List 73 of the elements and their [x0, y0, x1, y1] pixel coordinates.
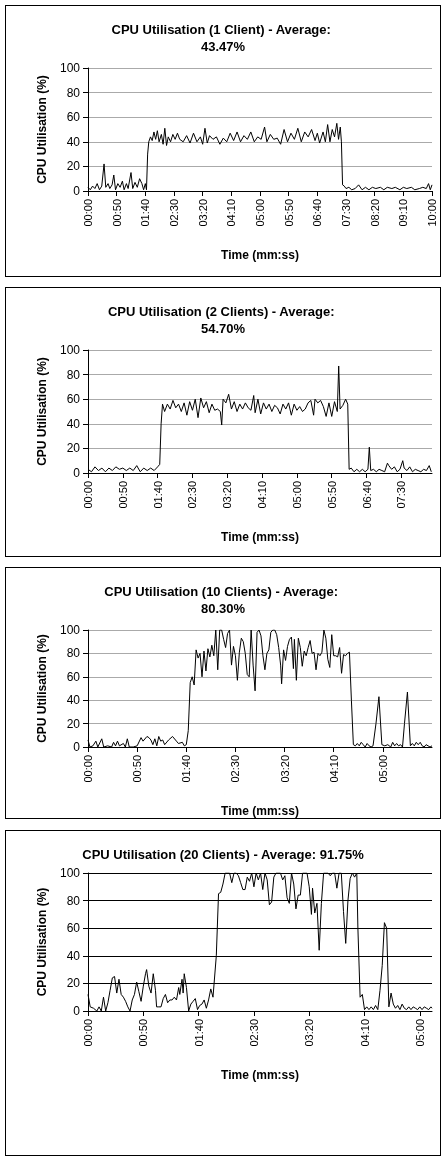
y-tick-label: 100 — [59, 61, 81, 75]
x-tick-label: 01:40 — [151, 481, 164, 509]
y-tick-label: 60 — [66, 669, 81, 684]
x-tick-label: 00:00 — [82, 481, 94, 509]
y-tick-label: 20 — [66, 159, 81, 174]
y-tick-label: 40 — [66, 948, 81, 963]
x-tick-label: 01:40 — [139, 199, 152, 227]
y-tick-label: 80 — [66, 85, 81, 100]
x-tick-label: 04:10 — [358, 1019, 371, 1047]
y-tick-label: 0 — [73, 740, 81, 754]
y-axis-title: CPU Utilisation (%) — [35, 887, 49, 997]
y-axis-title: CPU Utilisation (%) — [35, 634, 49, 743]
x-tick-label: 03:20 — [221, 481, 234, 509]
y-axis-title: CPU Utilisation (%) — [35, 357, 49, 466]
y-tick-label: 60 — [66, 392, 81, 407]
x-tick-label: 04:10 — [327, 755, 340, 783]
x-tick-label: 05:00 — [413, 1019, 426, 1047]
x-tick-label: 00:50 — [137, 1019, 150, 1047]
x-tick-label: 09:10 — [397, 199, 410, 227]
x-tick-label: 00:00 — [82, 755, 94, 783]
x-tick-label: 00:50 — [116, 481, 129, 509]
y-tick-label: 100 — [59, 623, 81, 637]
x-tick-label: 08:20 — [368, 199, 381, 227]
x-tick-label: 04:10 — [225, 199, 238, 227]
x-axis-title: Time (mm:ss) — [221, 530, 299, 544]
y-tick-label: 60 — [66, 110, 81, 125]
y-tick-label: 40 — [66, 416, 81, 431]
x-tick-label: 05:00 — [254, 199, 266, 227]
y-tick-label: 20 — [66, 716, 81, 731]
y-tick-label: 0 — [73, 184, 81, 198]
y-tick-label: 60 — [66, 921, 81, 936]
x-tick-label: 05:50 — [282, 199, 295, 227]
x-axis-title: Time (mm:ss) — [221, 804, 299, 818]
x-tick-label: 00:50 — [110, 199, 123, 227]
x-tick-label: 02:30 — [229, 755, 242, 783]
x-tick-label: 05:00 — [290, 481, 303, 509]
x-tick-label: 02:30 — [168, 199, 180, 227]
y-tick-label: 20 — [66, 976, 81, 991]
x-tick-label: 00:50 — [131, 755, 144, 783]
chart-title: CPU Utilisation (1 Client) - Average: 43.47% — [111, 22, 335, 54]
y-tick-label: 80 — [66, 893, 81, 908]
y-tick-label: 100 — [59, 866, 81, 880]
y-axis-title: CPU Utilisation (%) — [35, 75, 49, 184]
x-tick-label: 07:30 — [340, 199, 352, 227]
y-tick-label: 100 — [59, 343, 81, 357]
y-tick-label: 0 — [73, 1004, 81, 1018]
chart-title: CPU Utilisation (10 Clients) - Average: 80.30% — [104, 584, 342, 616]
x-tick-label: 00:00 — [82, 1019, 94, 1047]
x-tick-label: 04:10 — [256, 481, 269, 509]
x-tick-label: 07:30 — [395, 481, 408, 509]
chart-title: CPU Utilisation (20 Clients) - Average: 91.75% — [82, 847, 365, 862]
x-tick-label: 10:00 — [426, 199, 438, 227]
x-tick-label: 05:50 — [325, 481, 338, 509]
x-tick-label: 03:20 — [278, 755, 291, 783]
y-tick-label: 80 — [66, 367, 81, 382]
x-tick-label: 06:40 — [311, 199, 324, 227]
x-axis-title: Time (mm:ss) — [221, 248, 299, 262]
x-tick-label: 01:40 — [180, 755, 193, 783]
chart-title: CPU Utilisation (2 Clients) - Average: 54.70% — [107, 304, 339, 336]
x-tick-label: 03:20 — [303, 1019, 316, 1047]
x-tick-label: 06:40 — [360, 481, 373, 509]
x-tick-label: 01:40 — [192, 1019, 205, 1047]
y-tick-label: 20 — [66, 441, 81, 456]
x-tick-label: 02:30 — [186, 481, 199, 509]
x-tick-label: 03:20 — [196, 199, 209, 227]
x-axis-title: Time (mm:ss) — [221, 1068, 299, 1082]
x-tick-label: 02:30 — [247, 1019, 260, 1047]
y-tick-label: 40 — [66, 693, 81, 708]
y-tick-label: 0 — [73, 466, 81, 480]
y-tick-label: 40 — [66, 134, 81, 149]
x-tick-label: 00:00 — [82, 199, 94, 227]
y-tick-label: 80 — [66, 646, 81, 661]
x-tick-label: 05:00 — [376, 755, 389, 783]
